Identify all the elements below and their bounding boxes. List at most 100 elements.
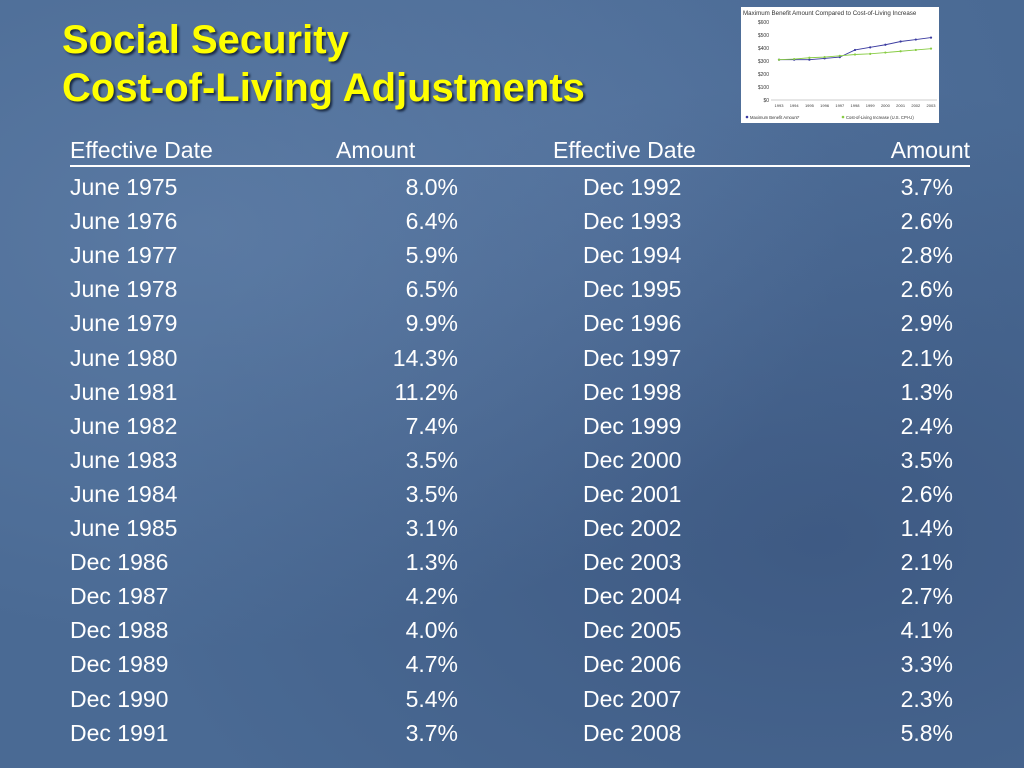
- data-point: [884, 43, 887, 46]
- x-tick-label: 2003: [927, 103, 937, 108]
- cell-date-left: June 1977: [70, 242, 178, 269]
- cell-amount-left: 11.2%: [394, 378, 458, 405]
- y-tick-label: $100: [758, 85, 769, 91]
- y-tick-label: $0: [763, 98, 769, 104]
- slide-title: Social Security Cost-of-Living Adjustmen…: [62, 16, 585, 112]
- cell-amount-right: 2.6%: [900, 208, 953, 235]
- y-tick-label: $400: [758, 46, 769, 52]
- y-tick-label: $300: [758, 59, 769, 65]
- table-header-row: Effective Date Amount Effective Date Amo…: [0, 137, 1024, 167]
- cell-amount-right: 2.6%: [900, 480, 953, 507]
- cell-amount-left: 14.3%: [392, 344, 458, 371]
- cell-date-right: Dec 2001: [583, 480, 682, 507]
- cell-date-right: Dec 2007: [583, 685, 682, 712]
- cell-amount-left: 4.2%: [405, 583, 458, 610]
- x-tick-label: 2000: [881, 103, 891, 108]
- cell-date-left: Dec 1988: [70, 617, 169, 644]
- cell-amount-left: 8.0%: [405, 174, 458, 200]
- cell-date-left: Dec 1990: [70, 685, 169, 712]
- cell-amount-right: 2.9%: [900, 310, 953, 337]
- x-tick-label: 1998: [851, 103, 861, 108]
- cell-amount-right: 2.1%: [900, 344, 953, 371]
- x-tick-label: 1999: [866, 103, 876, 108]
- cell-amount-left: 5.4%: [405, 685, 458, 712]
- cell-date-left: June 1975: [70, 174, 178, 200]
- cell-date-right: Dec 2000: [583, 446, 682, 473]
- legend-marker: [745, 115, 749, 119]
- cell-amount-left: 6.5%: [405, 276, 458, 303]
- slide-title-line-1: Social Security: [62, 18, 349, 62]
- y-tick-label: $200: [758, 72, 769, 78]
- header-amount-left: Amount: [336, 137, 416, 163]
- x-tick-label: 2002: [911, 103, 921, 108]
- data-point: [914, 48, 917, 52]
- legend-label: Cost-of-Living Increase (U.S. CPI-U): [846, 115, 914, 120]
- data-point: [929, 47, 933, 50]
- cell-date-left: Dec 1989: [70, 651, 169, 678]
- cell-amount-right: 5.8%: [900, 719, 953, 746]
- cell-amount-left: 3.5%: [405, 480, 458, 507]
- cell-date-left: Dec 1991: [70, 719, 169, 746]
- x-tick-label: 1996: [820, 103, 830, 108]
- data-point: [884, 51, 887, 54]
- cell-date-left: June 1985: [70, 515, 178, 541]
- y-tick-label: $500: [758, 33, 769, 39]
- data-point: [808, 56, 811, 59]
- cell-date-left: June 1978: [70, 276, 178, 303]
- cell-amount-left: 5.9%: [405, 242, 458, 269]
- cell-date-left: June 1980: [70, 344, 178, 371]
- cell-date-right: Dec 1992: [583, 174, 682, 200]
- cell-date-right: Dec 2004: [583, 583, 682, 610]
- cell-date-left: June 1982: [70, 412, 178, 439]
- cell-amount-right: 1.3%: [900, 378, 953, 405]
- cell-amount-right: 1.4%: [900, 515, 953, 541]
- data-point: [793, 57, 796, 61]
- cell-amount-right: 2.7%: [900, 583, 953, 610]
- data-point: [929, 36, 933, 39]
- x-tick-label: 1993: [775, 103, 785, 108]
- cell-date-right: Dec 2003: [583, 549, 682, 576]
- cell-date-left: Dec 1987: [70, 583, 169, 610]
- cell-amount-right: 2.1%: [900, 549, 953, 576]
- data-point: [777, 58, 781, 61]
- x-tick-label: 1997: [835, 103, 845, 108]
- cell-amount-right: 3.3%: [900, 651, 953, 678]
- cell-date-right: Dec 2006: [583, 651, 682, 678]
- data-point: [914, 38, 917, 41]
- cell-date-right: Dec 1996: [583, 310, 682, 337]
- data-point: [853, 53, 857, 56]
- header-amount-right: Amount: [890, 137, 970, 163]
- cell-date-right: Dec 1999: [583, 412, 682, 439]
- header-underline: [70, 165, 970, 167]
- data-point: [899, 40, 902, 43]
- legend-label: Maximum Benefit Amount*: [750, 115, 800, 120]
- cell-amount-left: 9.9%: [405, 310, 458, 337]
- x-tick-label: 1995: [805, 103, 815, 108]
- cell-amount-left: 3.7%: [405, 719, 458, 746]
- cell-amount-right: 2.8%: [900, 242, 953, 269]
- benefit-vs-cola-chart-thumbnail: Maximum Benefit Amount Compared to Cost-…: [741, 7, 939, 123]
- data-point: [869, 52, 872, 55]
- cell-amount-right: 3.7%: [900, 174, 953, 200]
- data-point: [853, 48, 857, 52]
- cell-date-right: Dec 2008: [583, 719, 682, 746]
- header-effective-date-right: Effective Date: [553, 137, 696, 163]
- cell-amount-right: 2.4%: [900, 412, 953, 439]
- cell-date-left: June 1983: [70, 446, 178, 473]
- cell-date-right: Dec 1997: [583, 344, 682, 371]
- cell-amount-left: 4.7%: [405, 651, 458, 678]
- cell-date-left: June 1984: [70, 480, 178, 507]
- cell-date-left: June 1979: [70, 310, 178, 337]
- cell-amount-left: 6.4%: [405, 208, 458, 235]
- cell-amount-left: 3.1%: [405, 515, 458, 541]
- cell-date-right: Dec 1993: [583, 208, 682, 235]
- x-tick-label: 1994: [790, 103, 800, 108]
- header-effective-date-left: Effective Date: [70, 137, 213, 163]
- data-point: [823, 56, 826, 59]
- cell-amount-right: 2.6%: [900, 276, 953, 303]
- cell-amount-left: 1.3%: [405, 549, 458, 576]
- cell-amount-right: 3.5%: [900, 446, 953, 473]
- y-tick-label: $600: [758, 20, 769, 26]
- cell-date-right: Dec 1998: [583, 378, 682, 405]
